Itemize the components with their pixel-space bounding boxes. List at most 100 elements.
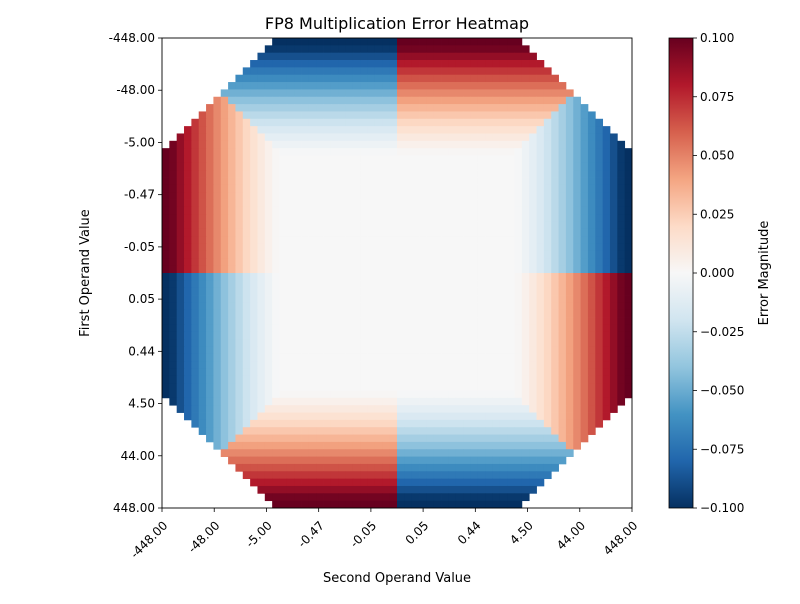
heatmap-cell	[257, 478, 266, 487]
heatmap-cell	[485, 184, 493, 193]
heatmap-cell	[360, 184, 369, 193]
heatmap-cell	[220, 339, 229, 347]
heatmap-cell	[433, 368, 442, 377]
heatmap-cell	[257, 434, 266, 443]
heatmap-cell	[338, 449, 346, 457]
heatmap-cell	[330, 324, 339, 333]
heatmap-cell	[191, 250, 200, 259]
heatmap-cell	[609, 375, 618, 384]
heatmap-cell	[441, 236, 449, 245]
heatmap-cell	[433, 405, 442, 413]
heatmap-cell	[507, 170, 515, 178]
heatmap-cell	[419, 118, 427, 127]
heatmap-cell	[352, 214, 361, 222]
heatmap-cell	[352, 155, 361, 164]
heatmap-cell	[316, 339, 324, 347]
heatmap-cell	[543, 104, 552, 112]
heatmap-cell	[397, 111, 405, 120]
heatmap-cell	[301, 162, 310, 171]
heatmap-cell	[587, 280, 596, 289]
heatmap-cell	[213, 405, 222, 413]
heatmap-cell	[198, 331, 207, 340]
heatmap-cell	[330, 317, 339, 325]
heatmap-cell	[411, 192, 420, 200]
heatmap-cell	[573, 206, 581, 215]
heatmap-cell	[257, 170, 266, 178]
heatmap-cell	[595, 405, 604, 413]
heatmap-cell	[316, 287, 324, 296]
heatmap-cell	[433, 126, 442, 134]
heatmap-cell	[176, 375, 185, 384]
heatmap-cell	[499, 295, 508, 303]
heatmap-cell	[602, 405, 611, 413]
heatmap-cell	[609, 324, 618, 333]
heatmap-cell	[507, 441, 515, 450]
heatmap-cell	[264, 45, 273, 54]
heatmap-cell	[206, 236, 214, 245]
heatmap-cell	[169, 324, 178, 333]
heatmap-cell	[507, 104, 515, 112]
heatmap-cell	[389, 206, 398, 215]
heatmap-cell	[455, 478, 464, 487]
heatmap-cell	[374, 82, 383, 90]
heatmap-cell	[169, 140, 178, 149]
heatmap-cell	[485, 419, 493, 428]
heatmap-cell	[411, 96, 420, 105]
heatmap-cell	[257, 133, 266, 142]
heatmap-cell	[521, 250, 530, 259]
y-tick-label: 44.00	[121, 449, 155, 463]
heatmap-cell	[551, 397, 559, 406]
heatmap-cell	[463, 361, 471, 369]
heatmap-cell	[573, 104, 581, 112]
heatmap-cell	[470, 67, 479, 76]
heatmap-cell	[536, 331, 545, 340]
heatmap-cell	[220, 287, 229, 296]
heatmap-cell	[536, 96, 545, 105]
heatmap-cell	[426, 346, 435, 355]
heatmap-cell	[162, 331, 170, 340]
heatmap-cell	[602, 265, 611, 274]
heatmap-cell	[235, 397, 244, 406]
heatmap-cell	[543, 427, 552, 435]
heatmap-cell	[367, 331, 376, 340]
heatmap-cell	[220, 295, 229, 303]
heatmap-cell	[543, 118, 552, 127]
heatmap-cell	[257, 52, 266, 61]
heatmap-cell	[301, 375, 310, 384]
plot-frame	[161, 37, 633, 509]
heatmap-cell	[220, 346, 229, 355]
heatmap-cell	[250, 104, 258, 112]
heatmap-cell	[455, 140, 464, 149]
heatmap-cell	[264, 184, 273, 193]
heatmap-cell	[389, 295, 398, 303]
heatmap-cell	[272, 126, 280, 134]
heatmap-cell	[184, 140, 192, 149]
heatmap-cell	[338, 133, 346, 142]
heatmap-cell	[345, 67, 354, 76]
heatmap-cell	[264, 155, 273, 164]
heatmap-cell	[389, 162, 398, 171]
heatmap-cell	[213, 155, 222, 164]
heatmap-cell	[573, 309, 581, 318]
heatmap-cell	[169, 170, 178, 178]
heatmap-cell	[448, 405, 457, 413]
heatmap-cell	[360, 419, 369, 428]
heatmap-cell	[382, 478, 391, 487]
heatmap-cell	[323, 434, 332, 443]
heatmap-cell	[521, 287, 530, 296]
heatmap-cell	[617, 331, 626, 340]
heatmap-cell	[250, 361, 258, 369]
heatmap-cell	[382, 96, 391, 105]
heatmap-cell	[551, 434, 559, 443]
heatmap-cell	[433, 324, 442, 333]
heatmap-cell	[455, 265, 464, 274]
heatmap-cell	[206, 273, 214, 281]
heatmap-cell	[543, 111, 552, 120]
heatmap-cell	[529, 214, 537, 222]
heatmap-cell	[316, 280, 324, 289]
heatmap-cell	[235, 412, 244, 421]
heatmap-cell	[609, 368, 618, 377]
heatmap-cell	[411, 412, 420, 421]
heatmap-cell	[595, 243, 604, 252]
heatmap-cell	[441, 192, 449, 200]
